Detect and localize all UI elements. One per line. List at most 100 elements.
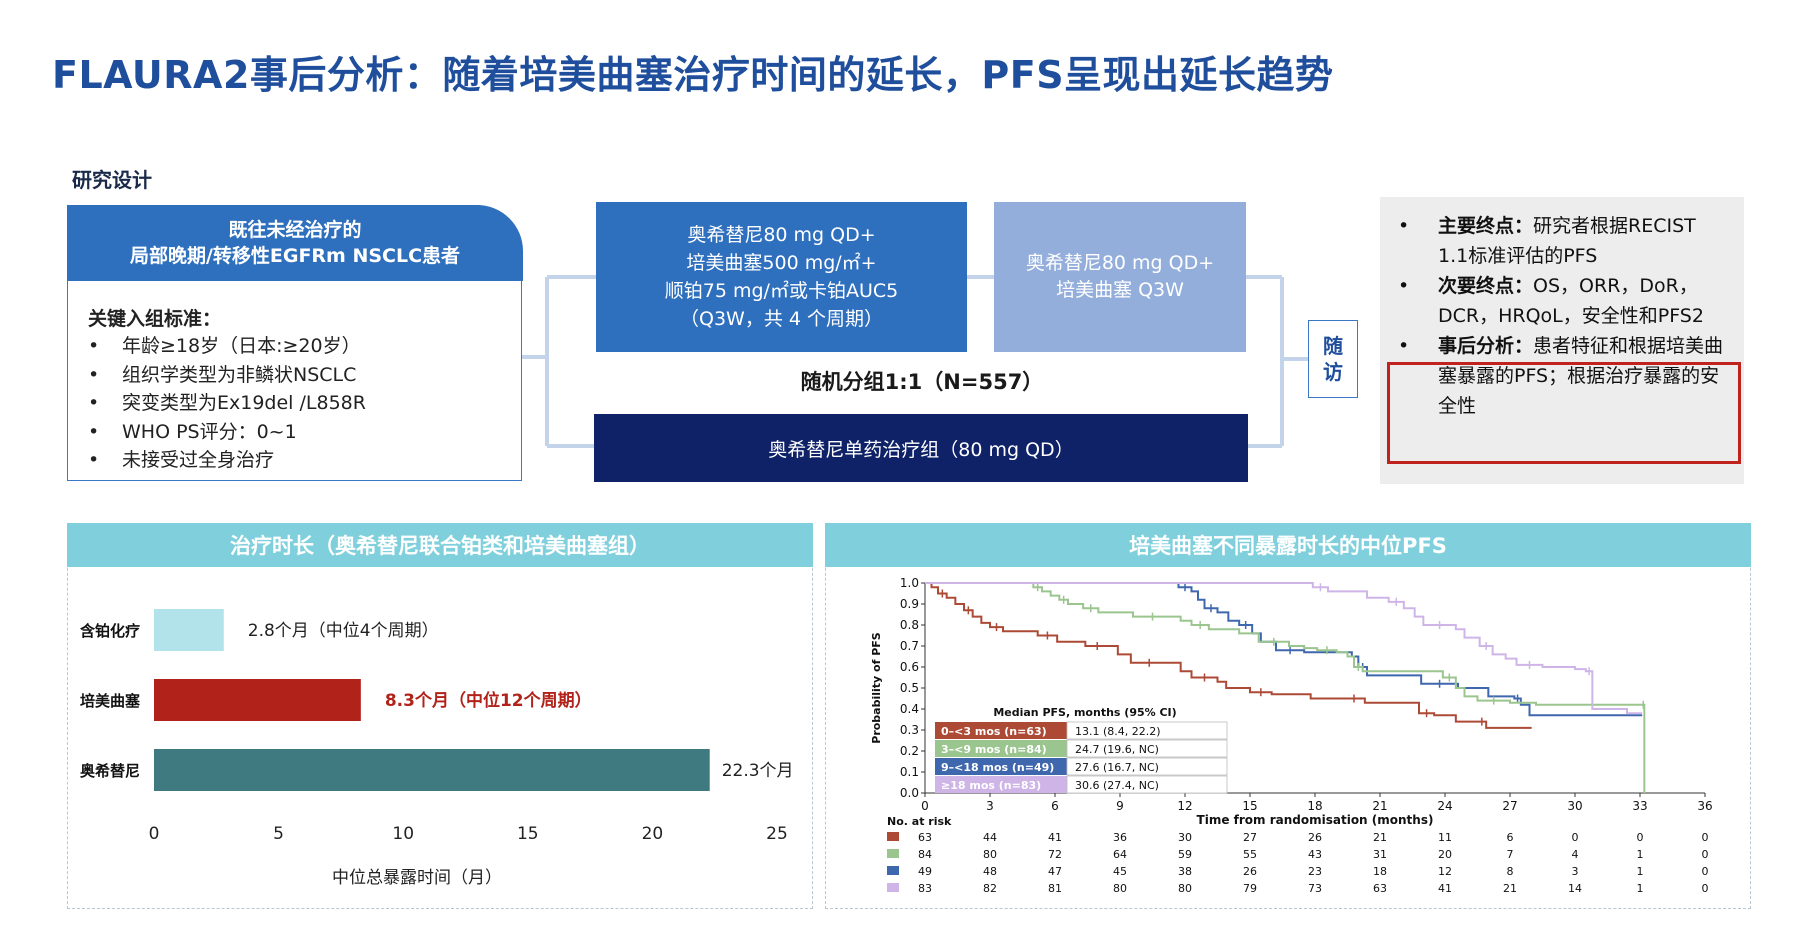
x-tick-label: 10 [392, 824, 414, 844]
eligibility-header-line1: 既往未经治疗的 [228, 219, 362, 241]
risk-count: 1 [1637, 865, 1644, 878]
study-design-label: 研究设计 [72, 168, 152, 192]
risk-count: 45 [1113, 865, 1127, 878]
risk-count: 26 [1308, 831, 1322, 844]
risk-count: 79 [1243, 882, 1257, 895]
legend-median: 30.6 (27.4, NC) [1075, 779, 1159, 792]
risk-count: 64 [1113, 848, 1127, 861]
legend-swatch [935, 740, 1067, 757]
criteria-item: 年龄≥18岁（日本:≥20岁） [88, 332, 366, 361]
risk-count: 0 [1702, 848, 1709, 861]
legend-series-name: 0–<3 mos (n=63) [941, 725, 1047, 738]
risk-count: 23 [1308, 865, 1322, 878]
legend-cell [1066, 739, 1228, 758]
risk-count: 55 [1243, 848, 1257, 861]
km-curve [925, 582, 1643, 717]
bar-value-label: 2.8个月（中位4个周期） [248, 621, 439, 641]
bar [154, 609, 224, 651]
risk-count: 41 [1438, 882, 1452, 895]
x-tick-label: 20 [642, 824, 664, 844]
risk-count: 36 [1113, 831, 1127, 844]
x-tick-label: 0 [149, 824, 160, 844]
followup-char: 访 [1323, 360, 1343, 384]
endpoint-item: 主要终点：研究者根据RECIST 1.1标准评估的PFS [1398, 211, 1728, 271]
x-tick-label: 36 [1697, 799, 1712, 813]
x-tick-label: 25 [766, 824, 788, 844]
endpoints-panel: 主要终点：研究者根据RECIST 1.1标准评估的PFS 次要终点：OS，ORR… [1380, 197, 1744, 484]
followup-char: 随 [1323, 334, 1343, 358]
bar-category-label: 含铂化疗 [80, 622, 140, 640]
combo-line: 奥希替尼80 mg QD+ [687, 224, 876, 246]
y-tick-label: 1.0 [900, 576, 919, 590]
x-tick-label: 24 [1437, 799, 1452, 813]
legend-median: 27.6 (16.7, NC) [1075, 761, 1159, 774]
risk-count: 80 [1178, 882, 1192, 895]
y-tick-label: 0.0 [900, 786, 919, 800]
risk-count: 6 [1507, 831, 1514, 844]
criteria-title: 关键入组标准： [88, 308, 222, 330]
continuation-line: 培美曲塞 Q3W [1056, 279, 1184, 301]
duration-bar-chart: 含铂化疗 2.8个月（中位4个周期） 培美曲塞 8.3个月（中位12个周期） 奥希替尼 2… [80, 609, 794, 888]
x-tick-label: 3 [986, 799, 994, 813]
risk-count: 20 [1438, 848, 1452, 861]
risk-count: 0 [1702, 865, 1709, 878]
risk-count: 1 [1637, 882, 1644, 895]
followup-box: 随 访 [1308, 320, 1358, 398]
risk-count: 8 [1507, 865, 1514, 878]
legend-cell [1066, 721, 1228, 740]
risk-count: 72 [1048, 848, 1062, 861]
x-tick-label: 12 [1177, 799, 1192, 813]
risk-count: 63 [1373, 882, 1387, 895]
legend-title: Median PFS, months (95% CI) [993, 706, 1176, 719]
y-tick-label: 0.9 [900, 597, 919, 611]
criteria-item: 突变类型为Ex19del /L858R [88, 389, 366, 418]
endpoint-label: 事后分析： [1438, 335, 1534, 357]
criteria-item: WHO PS评分：0~1 [88, 418, 366, 447]
risk-count: 44 [983, 831, 997, 844]
risk-count: 0 [1702, 831, 1709, 844]
randomization-label: 随机分组1:1（N=557） [800, 370, 1044, 394]
criteria-item: 未接受过全身治疗 [88, 446, 366, 475]
risk-count: 47 [1048, 865, 1062, 878]
risk-count: 73 [1308, 882, 1322, 895]
criteria-list: 年龄≥18岁（日本:≥20岁） 组织学类型为非鳞状NSCLC 突变类型为Ex19… [88, 332, 366, 475]
y-tick-label: 0.3 [900, 723, 919, 737]
risk-count: 0 [1702, 882, 1709, 895]
risk-count: 84 [918, 848, 932, 861]
bar [154, 749, 710, 791]
x-tick-label: 21 [1372, 799, 1387, 813]
y-tick-label: 0.6 [900, 660, 919, 674]
risk-row-swatch [887, 883, 899, 892]
risk-row-swatch [887, 832, 899, 841]
risk-count: 30 [1178, 831, 1192, 844]
monotherapy-arm-box: 奥希替尼单药治疗组（80 mg QD） [594, 414, 1248, 482]
risk-count: 38 [1178, 865, 1192, 878]
x-tick-label: 0 [921, 799, 929, 813]
risk-table-label: No. at risk [887, 815, 952, 828]
legend-cell [1066, 775, 1228, 794]
bar [154, 679, 361, 721]
x-tick-label: 30 [1567, 799, 1582, 813]
bar-category-label: 奥希替尼 [80, 762, 140, 780]
endpoints-list: 主要终点：研究者根据RECIST 1.1标准评估的PFS 次要终点：OS，ORR… [1398, 211, 1728, 421]
risk-count: 21 [1503, 882, 1517, 895]
combination-arm-box: 奥希替尼80 mg QD+ 培美曲塞500 mg/㎡+ 顺铂75 mg/㎡或卡铂… [596, 202, 967, 352]
combo-line: 培美曲塞500 mg/㎡+ [686, 252, 877, 274]
risk-count: 0 [1637, 831, 1644, 844]
risk-count: 11 [1438, 831, 1452, 844]
risk-count: 80 [1113, 882, 1127, 895]
risk-count: 4 [1572, 848, 1579, 861]
page-title: FLAURA2事后分析：随着培美曲塞治疗时间的延长，PFS呈现出延长趋势 [52, 53, 1334, 97]
legend-series-name: 9–<18 mos (n=49) [941, 761, 1054, 774]
bar-category-label: 培美曲塞 [80, 692, 141, 710]
risk-count: 26 [1243, 865, 1257, 878]
endpoint-text: 研究者根据RECIST 1.1标准评估的PFS [1438, 215, 1696, 267]
risk-count: 81 [1048, 882, 1062, 895]
risk-row-swatch [887, 849, 899, 858]
risk-count: 63 [918, 831, 932, 844]
x-tick-label: 5 [273, 824, 284, 844]
criteria-item: 组织学类型为非鳞状NSCLC [88, 361, 366, 390]
combo-line: （Q3W，共 4 个周期） [680, 308, 883, 330]
x-axis-title: 中位总暴露时间（月） [332, 868, 502, 888]
x-tick-label: 15 [517, 824, 539, 844]
